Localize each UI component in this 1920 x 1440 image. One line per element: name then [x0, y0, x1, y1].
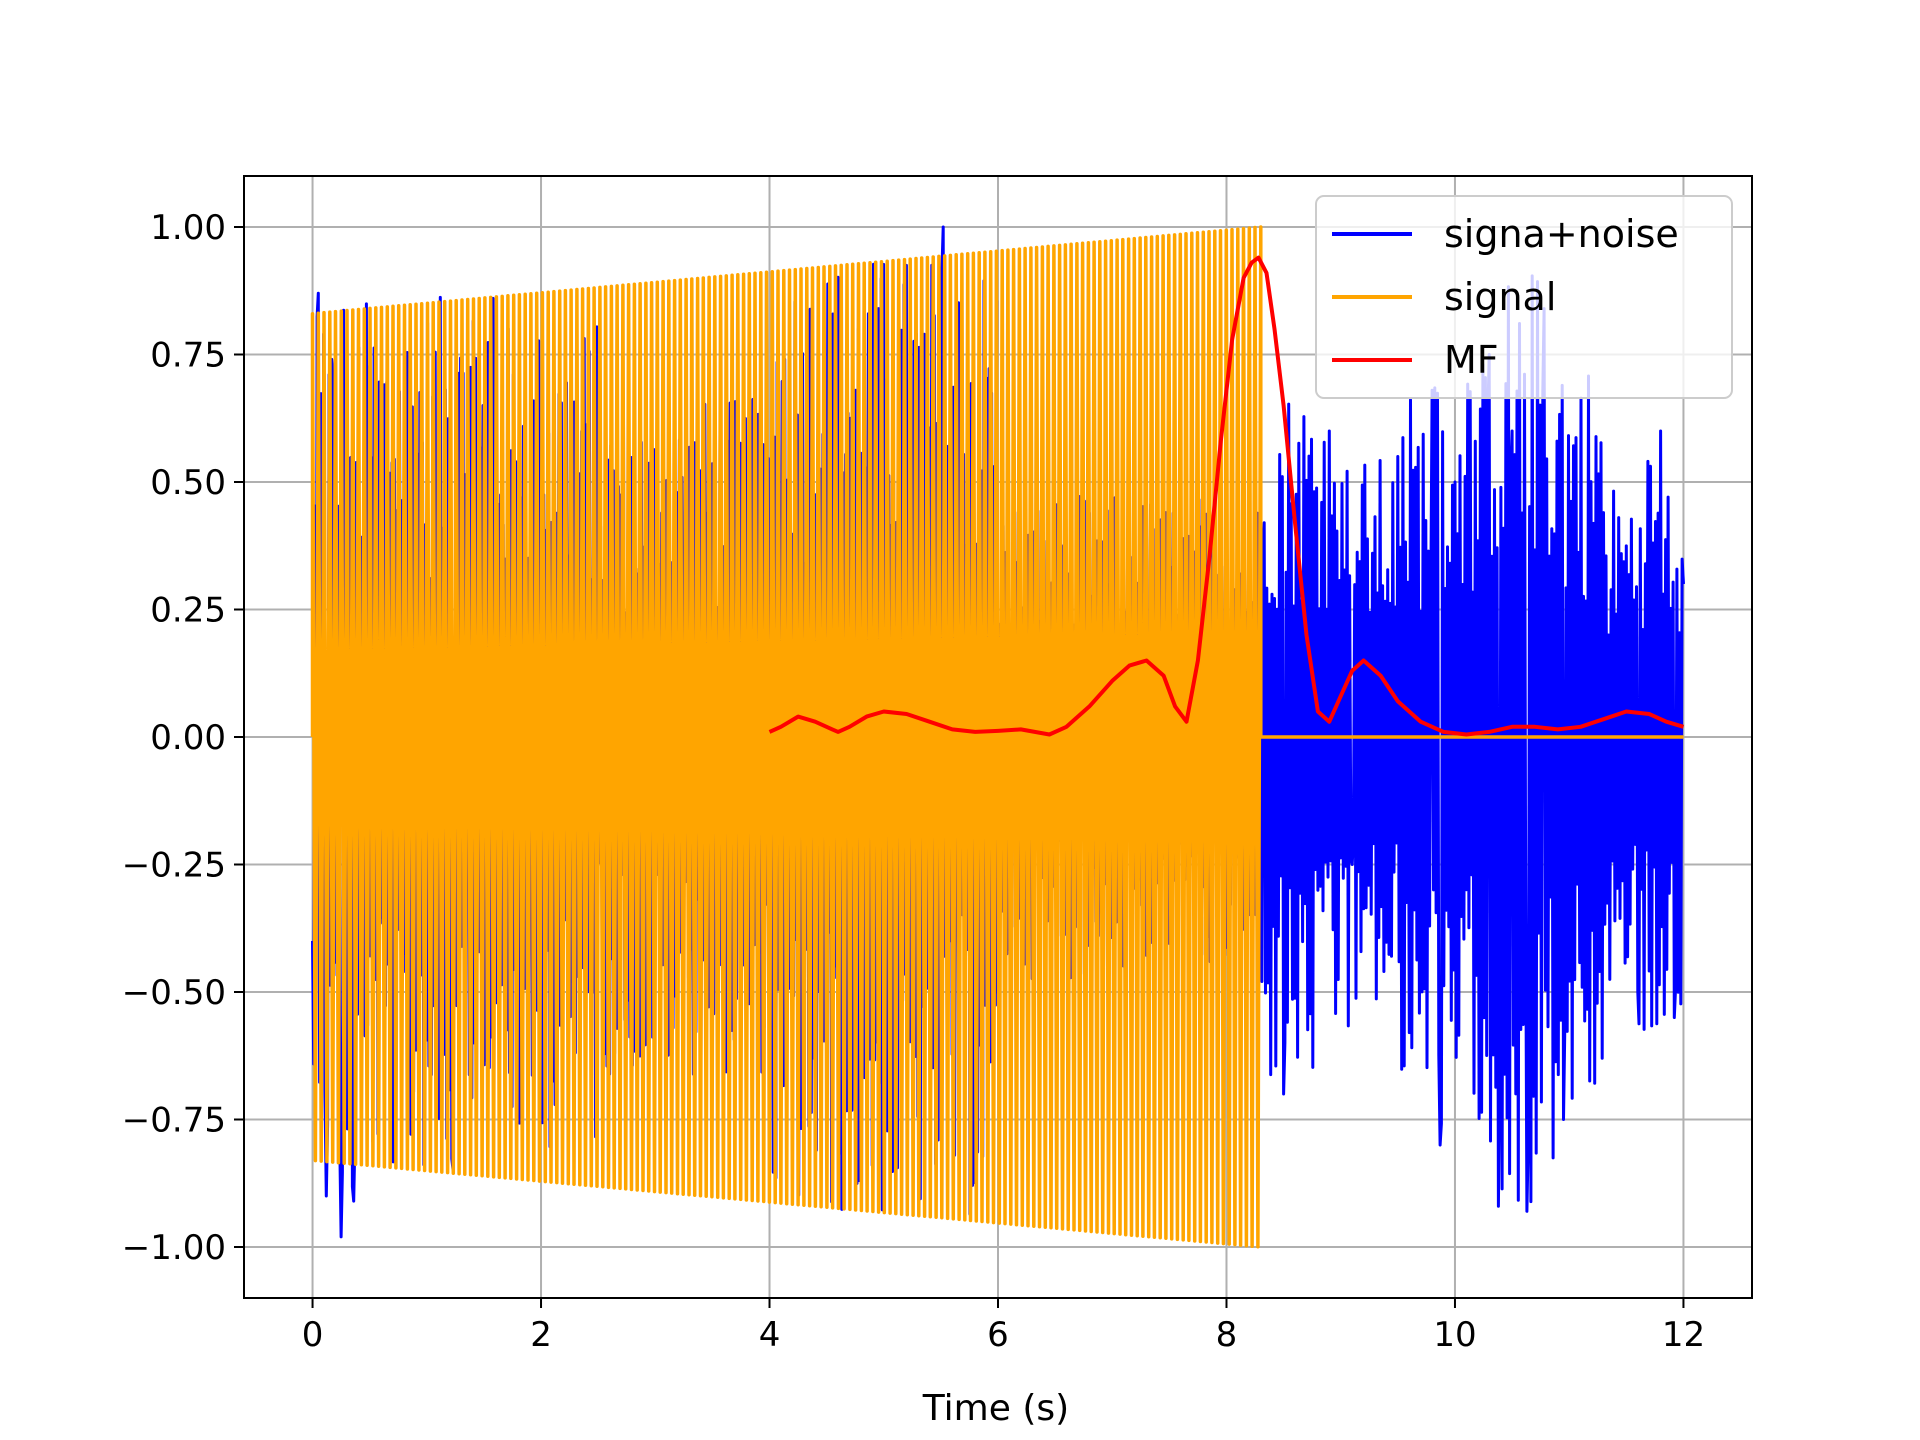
legend-label-1: signal [1444, 275, 1556, 319]
legend-label-0: signa+noise [1444, 212, 1679, 256]
y-tick-label-2: 0.50 [150, 463, 226, 503]
plot-series [310, 225, 1685, 1249]
y-tick-label-3: 0.25 [150, 591, 226, 631]
axis-ticks: 0 2 4 6 8 10 12 1.00 0.75 0.50 0.25 0.00 −0.25 −0.50 −… [122, 208, 1705, 1355]
y-tick-label-5: −0.25 [122, 846, 226, 886]
x-axis-label: Time (s) [922, 1388, 1069, 1429]
y-tick-label-6: −0.50 [122, 973, 226, 1013]
legend-label-2: MF [1444, 338, 1499, 382]
x-tick-label-0: 0 [302, 1315, 324, 1355]
y-tick-label-0: 1.00 [150, 208, 226, 248]
y-tick-label-8: −1.00 [122, 1228, 226, 1268]
y-tick-label-4: 0.00 [150, 718, 226, 758]
y-tick-label-7: −0.75 [122, 1101, 226, 1141]
x-tick-label-6: 12 [1662, 1315, 1705, 1355]
x-tick-label-5: 10 [1433, 1315, 1476, 1355]
series-mf-line [768, 255, 1685, 737]
y-tick-label-1: 0.75 [150, 336, 226, 376]
x-tick-label-2: 4 [759, 1315, 781, 1355]
series-signal-line [310, 225, 1684, 1249]
legend: signa+noise signal MF [1315, 195, 1733, 399]
legend-box [1315, 195, 1733, 399]
x-tick-label-4: 8 [1216, 1315, 1238, 1355]
x-tick-label-1: 2 [530, 1315, 552, 1355]
x-tick-label-3: 6 [987, 1315, 1009, 1355]
